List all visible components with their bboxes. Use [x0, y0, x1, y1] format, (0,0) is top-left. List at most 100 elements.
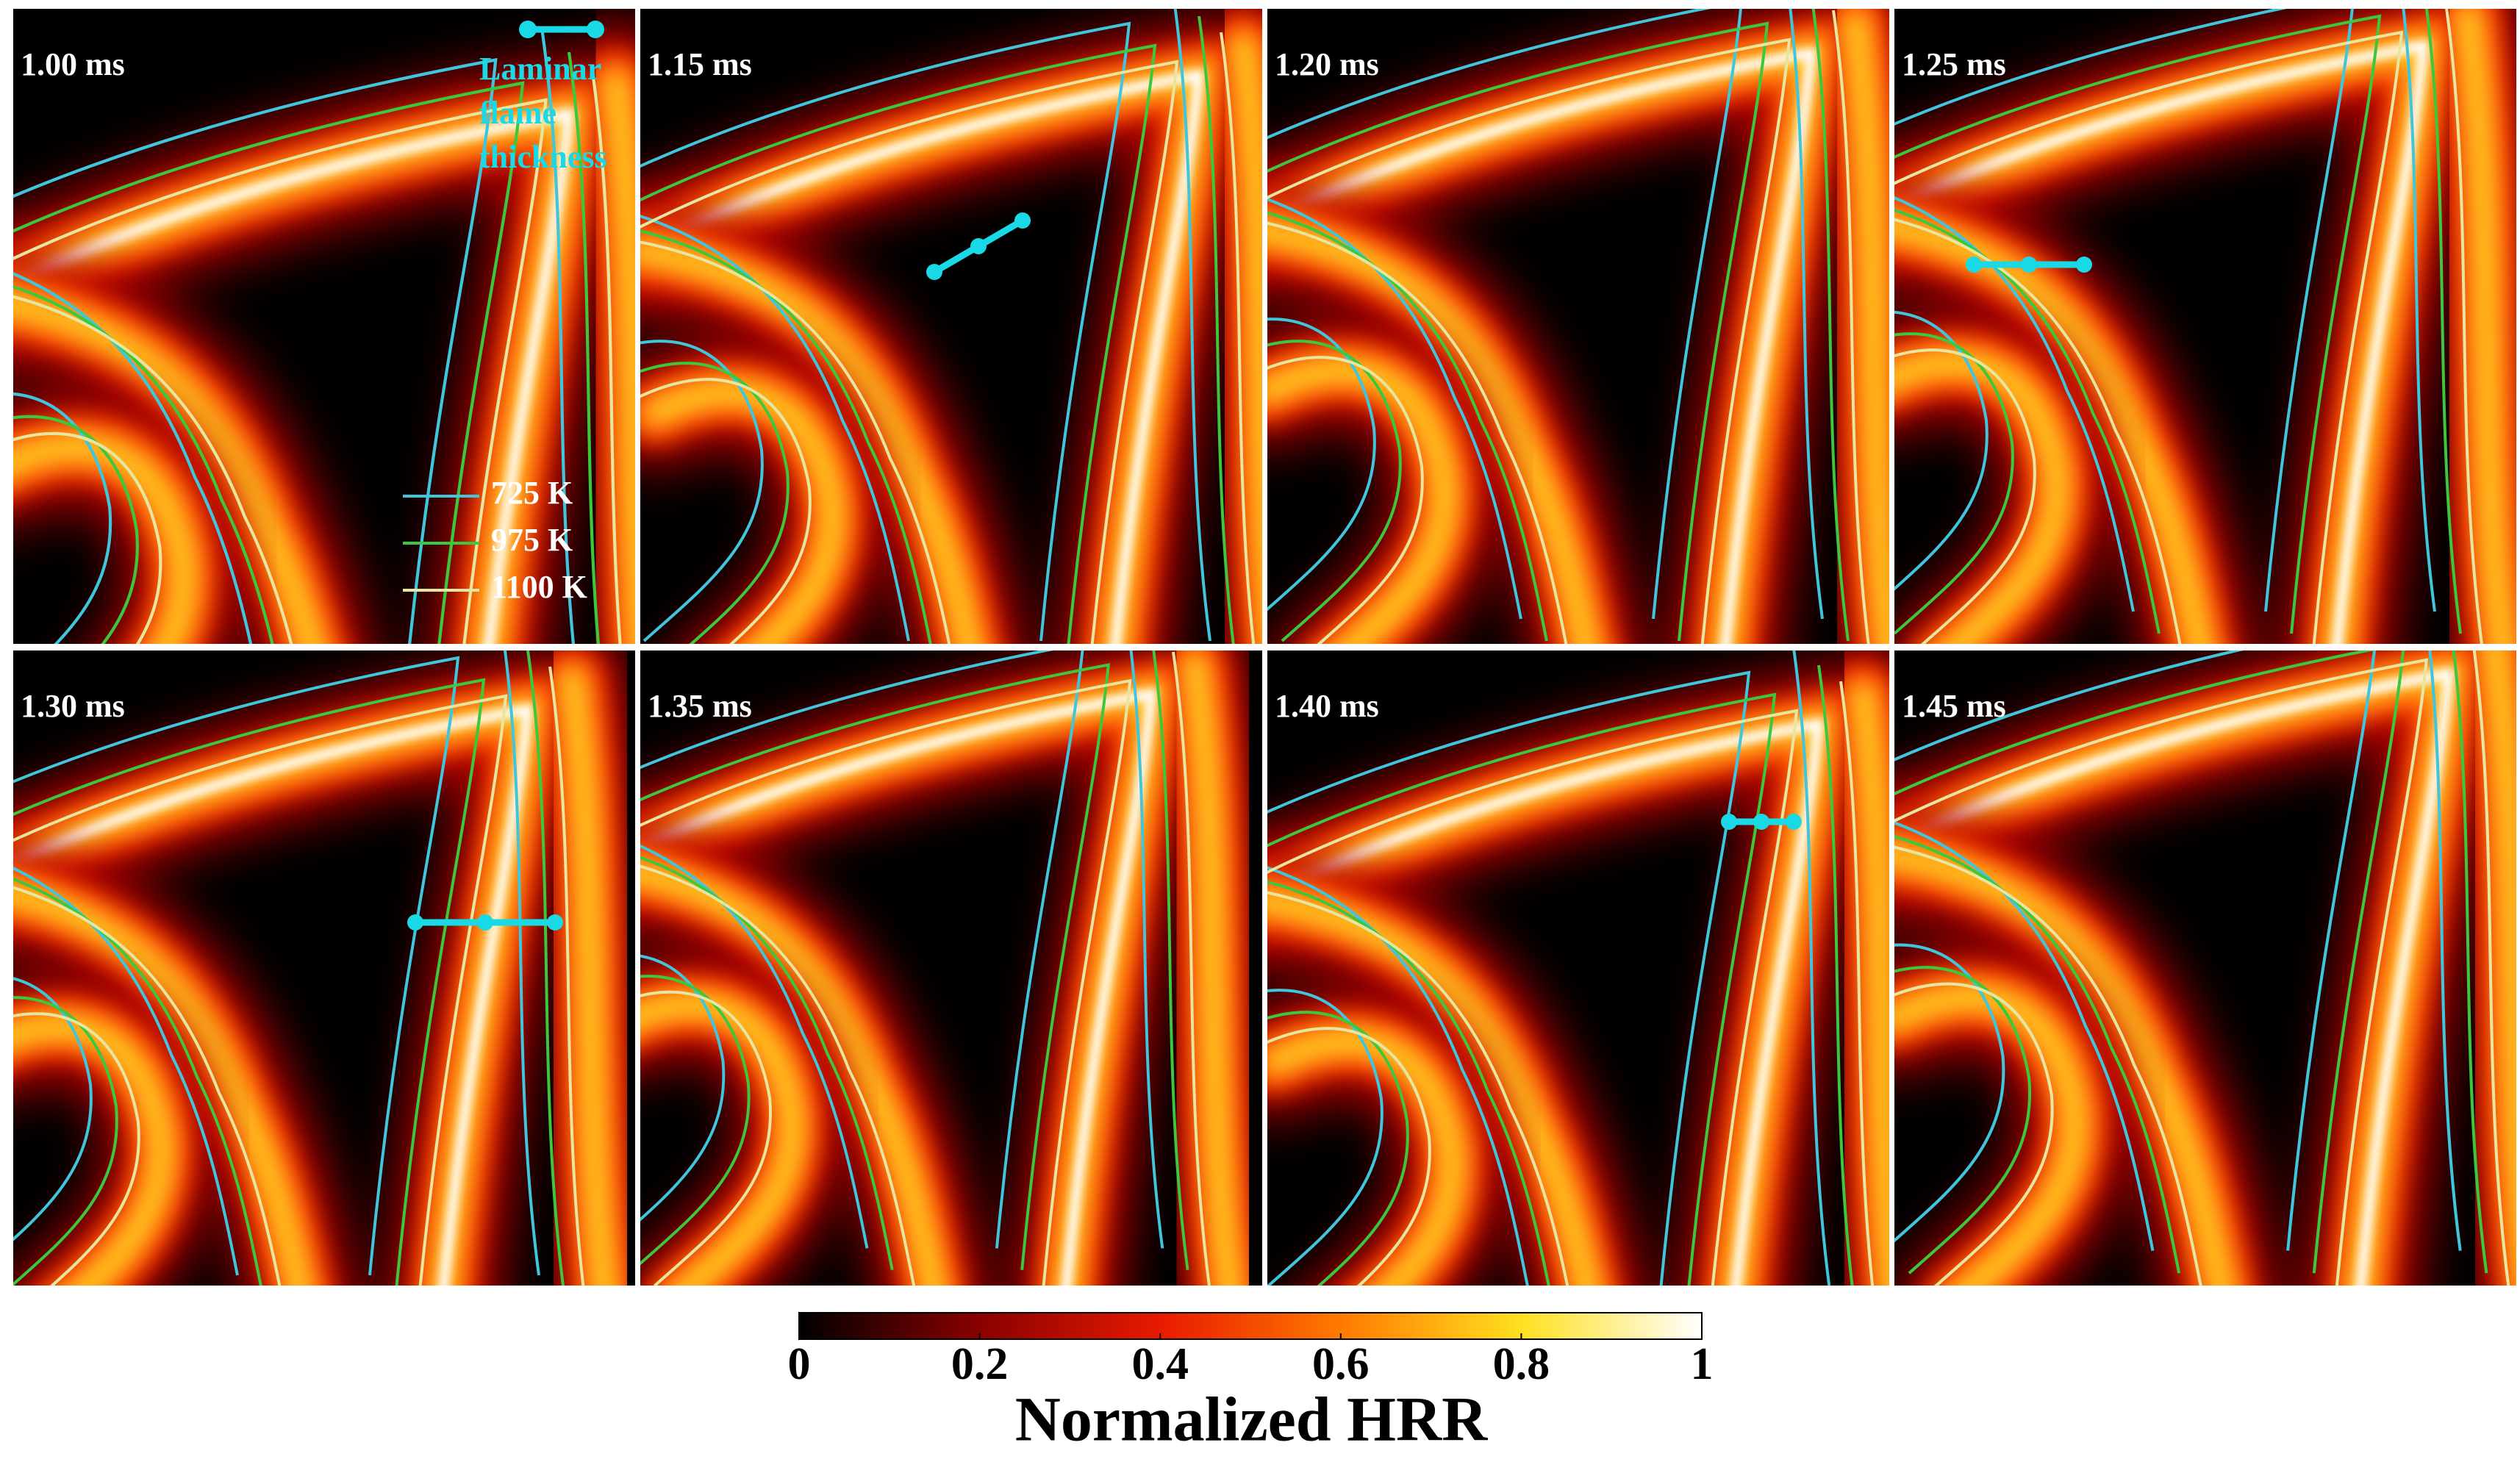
isotherm	[13, 996, 118, 1286]
hrr-band	[1267, 356, 1459, 644]
time-label: 1.45 ms	[1902, 688, 2006, 724]
isotherm	[13, 57, 498, 644]
isotherm	[2424, 9, 2462, 634]
isotherm	[1220, 32, 1256, 644]
isotherm	[640, 215, 910, 642]
thickness-marker-dot	[547, 914, 563, 931]
hrr-band	[1894, 840, 2236, 1286]
isotherm	[1894, 30, 2404, 644]
isotherm	[640, 650, 1084, 1249]
scale-bar-end	[587, 21, 604, 38]
isotherm	[567, 51, 600, 644]
hrr-layer	[13, 650, 635, 1286]
isotherm	[640, 975, 751, 1266]
isotherm	[526, 650, 565, 1286]
panel: 1.15 ms	[640, 9, 1262, 644]
isotherm	[13, 415, 139, 644]
isotherm	[1267, 221, 1568, 644]
isotherm	[13, 272, 253, 644]
isotherm	[1173, 9, 1211, 642]
isotherm	[1894, 943, 2005, 1243]
isotherm	[1894, 821, 2155, 1252]
isotherm	[1267, 670, 1751, 1286]
isotherm	[640, 678, 1132, 1286]
scale-bar-label: Laminar	[479, 51, 601, 87]
isotherm	[1267, 709, 1799, 1286]
isotherm	[1894, 650, 2377, 1251]
isotherm	[540, 29, 575, 644]
isotherm	[13, 392, 112, 644]
isotherm	[1894, 9, 2354, 612]
hrr-band	[2453, 9, 2516, 644]
time-label: 1.20 ms	[1275, 46, 1379, 82]
isotherm	[13, 678, 486, 1286]
isotherm	[1894, 218, 2182, 644]
isotherm	[1198, 15, 1235, 644]
hrr-band	[557, 665, 619, 1286]
isotherm	[640, 845, 869, 1249]
isotherm	[1894, 658, 2429, 1286]
time-label: 1.00 ms	[21, 46, 125, 82]
scale-bar-label: thickness	[479, 139, 607, 175]
isotherm	[13, 977, 93, 1241]
thickness-marker-dot	[407, 914, 423, 931]
colorbar-tick-label: 0.2	[951, 1339, 1009, 1389]
colorbar-tick-label: 0.6	[1312, 1339, 1370, 1389]
isotherm	[1894, 982, 2054, 1286]
isotherm	[1267, 880, 1550, 1286]
isotherm	[13, 656, 460, 1276]
hrr-band	[13, 879, 315, 1286]
thickness-marker-dot	[1753, 814, 1769, 830]
isotherm	[1267, 1011, 1409, 1286]
time-label: 1.35 ms	[648, 688, 752, 724]
isotherm	[2402, 9, 2436, 612]
panel: 1.45 ms	[1894, 650, 2516, 1286]
isotherm	[1267, 866, 1529, 1286]
isotherm	[1811, 9, 1850, 642]
isotherm	[1894, 208, 2161, 634]
isotherm	[1894, 966, 2032, 1275]
isotherm	[548, 666, 585, 1286]
isotherm	[1894, 348, 2036, 644]
isotherm	[2472, 650, 2510, 1286]
isotherm	[13, 284, 274, 644]
hrr-field	[640, 9, 1262, 644]
isotherm	[13, 295, 293, 644]
hrr-band	[1228, 31, 1262, 644]
time-label: 1.40 ms	[1275, 688, 1379, 724]
hrr-band	[1267, 1027, 1467, 1286]
isotherm	[13, 431, 162, 644]
time-label: 1.30 ms	[21, 688, 125, 724]
isotherm	[2445, 9, 2484, 644]
isotherm	[640, 990, 772, 1286]
legend-label: 975 K	[491, 522, 573, 558]
isotherm	[1267, 356, 1424, 644]
isotherm	[1267, 211, 1548, 642]
isotherm	[1267, 989, 1384, 1286]
thickness-marker-dot	[2076, 257, 2092, 273]
isotherm	[1267, 1027, 1431, 1286]
panel: 1.40 ms	[1267, 650, 1889, 1286]
isotherm	[2428, 650, 2462, 1251]
hrr-field	[1267, 650, 1889, 1286]
isotherm	[1789, 9, 1824, 620]
panel: 1.35 ms	[640, 650, 1262, 1286]
isotherm	[13, 886, 282, 1286]
isotherm	[1267, 318, 1376, 612]
isotherm	[1894, 14, 2382, 634]
hrr-field	[640, 650, 1262, 1286]
isotherm	[1267, 21, 1769, 642]
isotherm	[1267, 340, 1402, 642]
hrr-field	[13, 25, 635, 644]
hrr-layer	[1267, 650, 1889, 1286]
isotherm	[1832, 10, 1870, 644]
isotherm	[1894, 650, 2405, 1274]
isotherm	[1267, 37, 1791, 644]
isotherm	[640, 954, 726, 1222]
isotherm	[640, 21, 1131, 642]
hrr-band	[13, 289, 327, 644]
isotherm	[640, 362, 790, 644]
hrr-band	[1894, 348, 2072, 644]
colorbar-scale	[798, 1312, 1703, 1340]
hrr-band	[1267, 217, 1601, 644]
